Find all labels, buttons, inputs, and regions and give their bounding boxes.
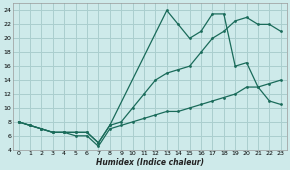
X-axis label: Humidex (Indice chaleur): Humidex (Indice chaleur) <box>96 158 204 167</box>
